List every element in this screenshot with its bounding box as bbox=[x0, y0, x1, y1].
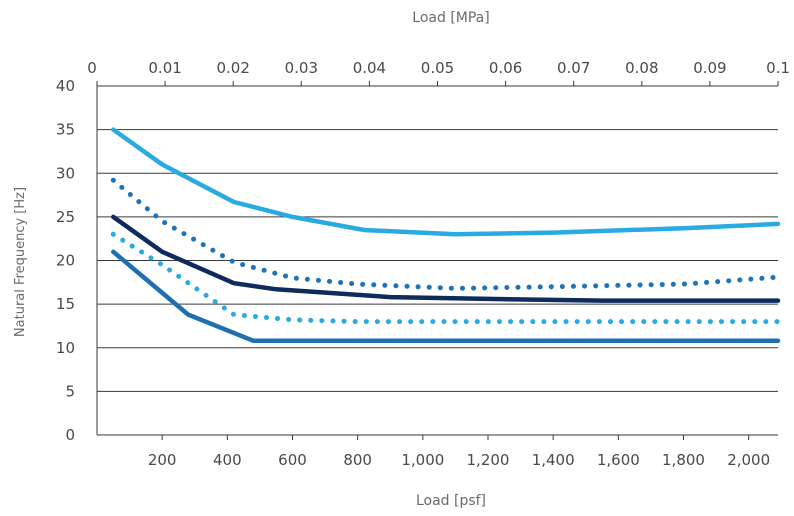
x2-tick-label: 0.08 bbox=[625, 59, 658, 77]
x2-tick-label: 0.1 bbox=[766, 59, 790, 77]
x2-tick-label: 0.02 bbox=[216, 59, 249, 77]
x2-tick-label: 0.05 bbox=[421, 59, 454, 77]
series-line-4 bbox=[110, 231, 781, 325]
x2-tick-label: 0.06 bbox=[489, 59, 522, 77]
x2-tick-label: 0.07 bbox=[557, 59, 590, 77]
y-tick-label: 30 bbox=[56, 164, 75, 182]
x2-tick-label: 0.01 bbox=[148, 59, 181, 77]
x2-tick-label: 0.09 bbox=[693, 59, 726, 77]
series-line-5 bbox=[111, 249, 781, 344]
x-tick-label: 600 bbox=[278, 451, 307, 469]
y-tick-label: 25 bbox=[56, 208, 75, 226]
y-tick-label: 40 bbox=[56, 77, 75, 95]
x-tick-label: 2,000 bbox=[727, 451, 770, 469]
axes bbox=[96, 81, 779, 440]
series-lines bbox=[110, 127, 781, 344]
series-line-1 bbox=[111, 127, 781, 237]
y-tick-label: 20 bbox=[56, 252, 75, 270]
tick-labels: 0 5 10 15 20 25 30 35 40 200 400 600 800 1,000 1,200 1,… bbox=[56, 59, 790, 469]
x-tick-label: 1,400 bbox=[532, 451, 575, 469]
x-tick-label: 1,000 bbox=[401, 451, 444, 469]
x-tick-label: 1,200 bbox=[467, 451, 510, 469]
series-line-3 bbox=[111, 214, 781, 303]
x-tick-label: 400 bbox=[213, 451, 242, 469]
x-tick-label: 200 bbox=[148, 451, 177, 469]
x2-tick-label: 0.04 bbox=[353, 59, 386, 77]
series-line-2 bbox=[110, 177, 781, 291]
y-tick-label: 15 bbox=[56, 295, 75, 313]
x-tick-label: 1,600 bbox=[597, 451, 640, 469]
y-tick-label: 5 bbox=[65, 382, 75, 400]
y-tick-label: 10 bbox=[56, 339, 75, 357]
y-axis-title: Natural Frequency [Hz] bbox=[13, 187, 28, 337]
x2-tick-label: 0.03 bbox=[285, 59, 318, 77]
x2-axis-title: Load [MPa] bbox=[412, 10, 489, 26]
gridlines bbox=[97, 85, 778, 392]
x2-tick-label: 0 bbox=[87, 59, 97, 77]
x-axis-title: Load [psf] bbox=[416, 493, 486, 509]
x-tick-label: 1,800 bbox=[662, 451, 705, 469]
x-tick-label: 800 bbox=[343, 451, 372, 469]
y-tick-label: 35 bbox=[56, 121, 75, 139]
y-tick-label: 0 bbox=[65, 426, 75, 444]
